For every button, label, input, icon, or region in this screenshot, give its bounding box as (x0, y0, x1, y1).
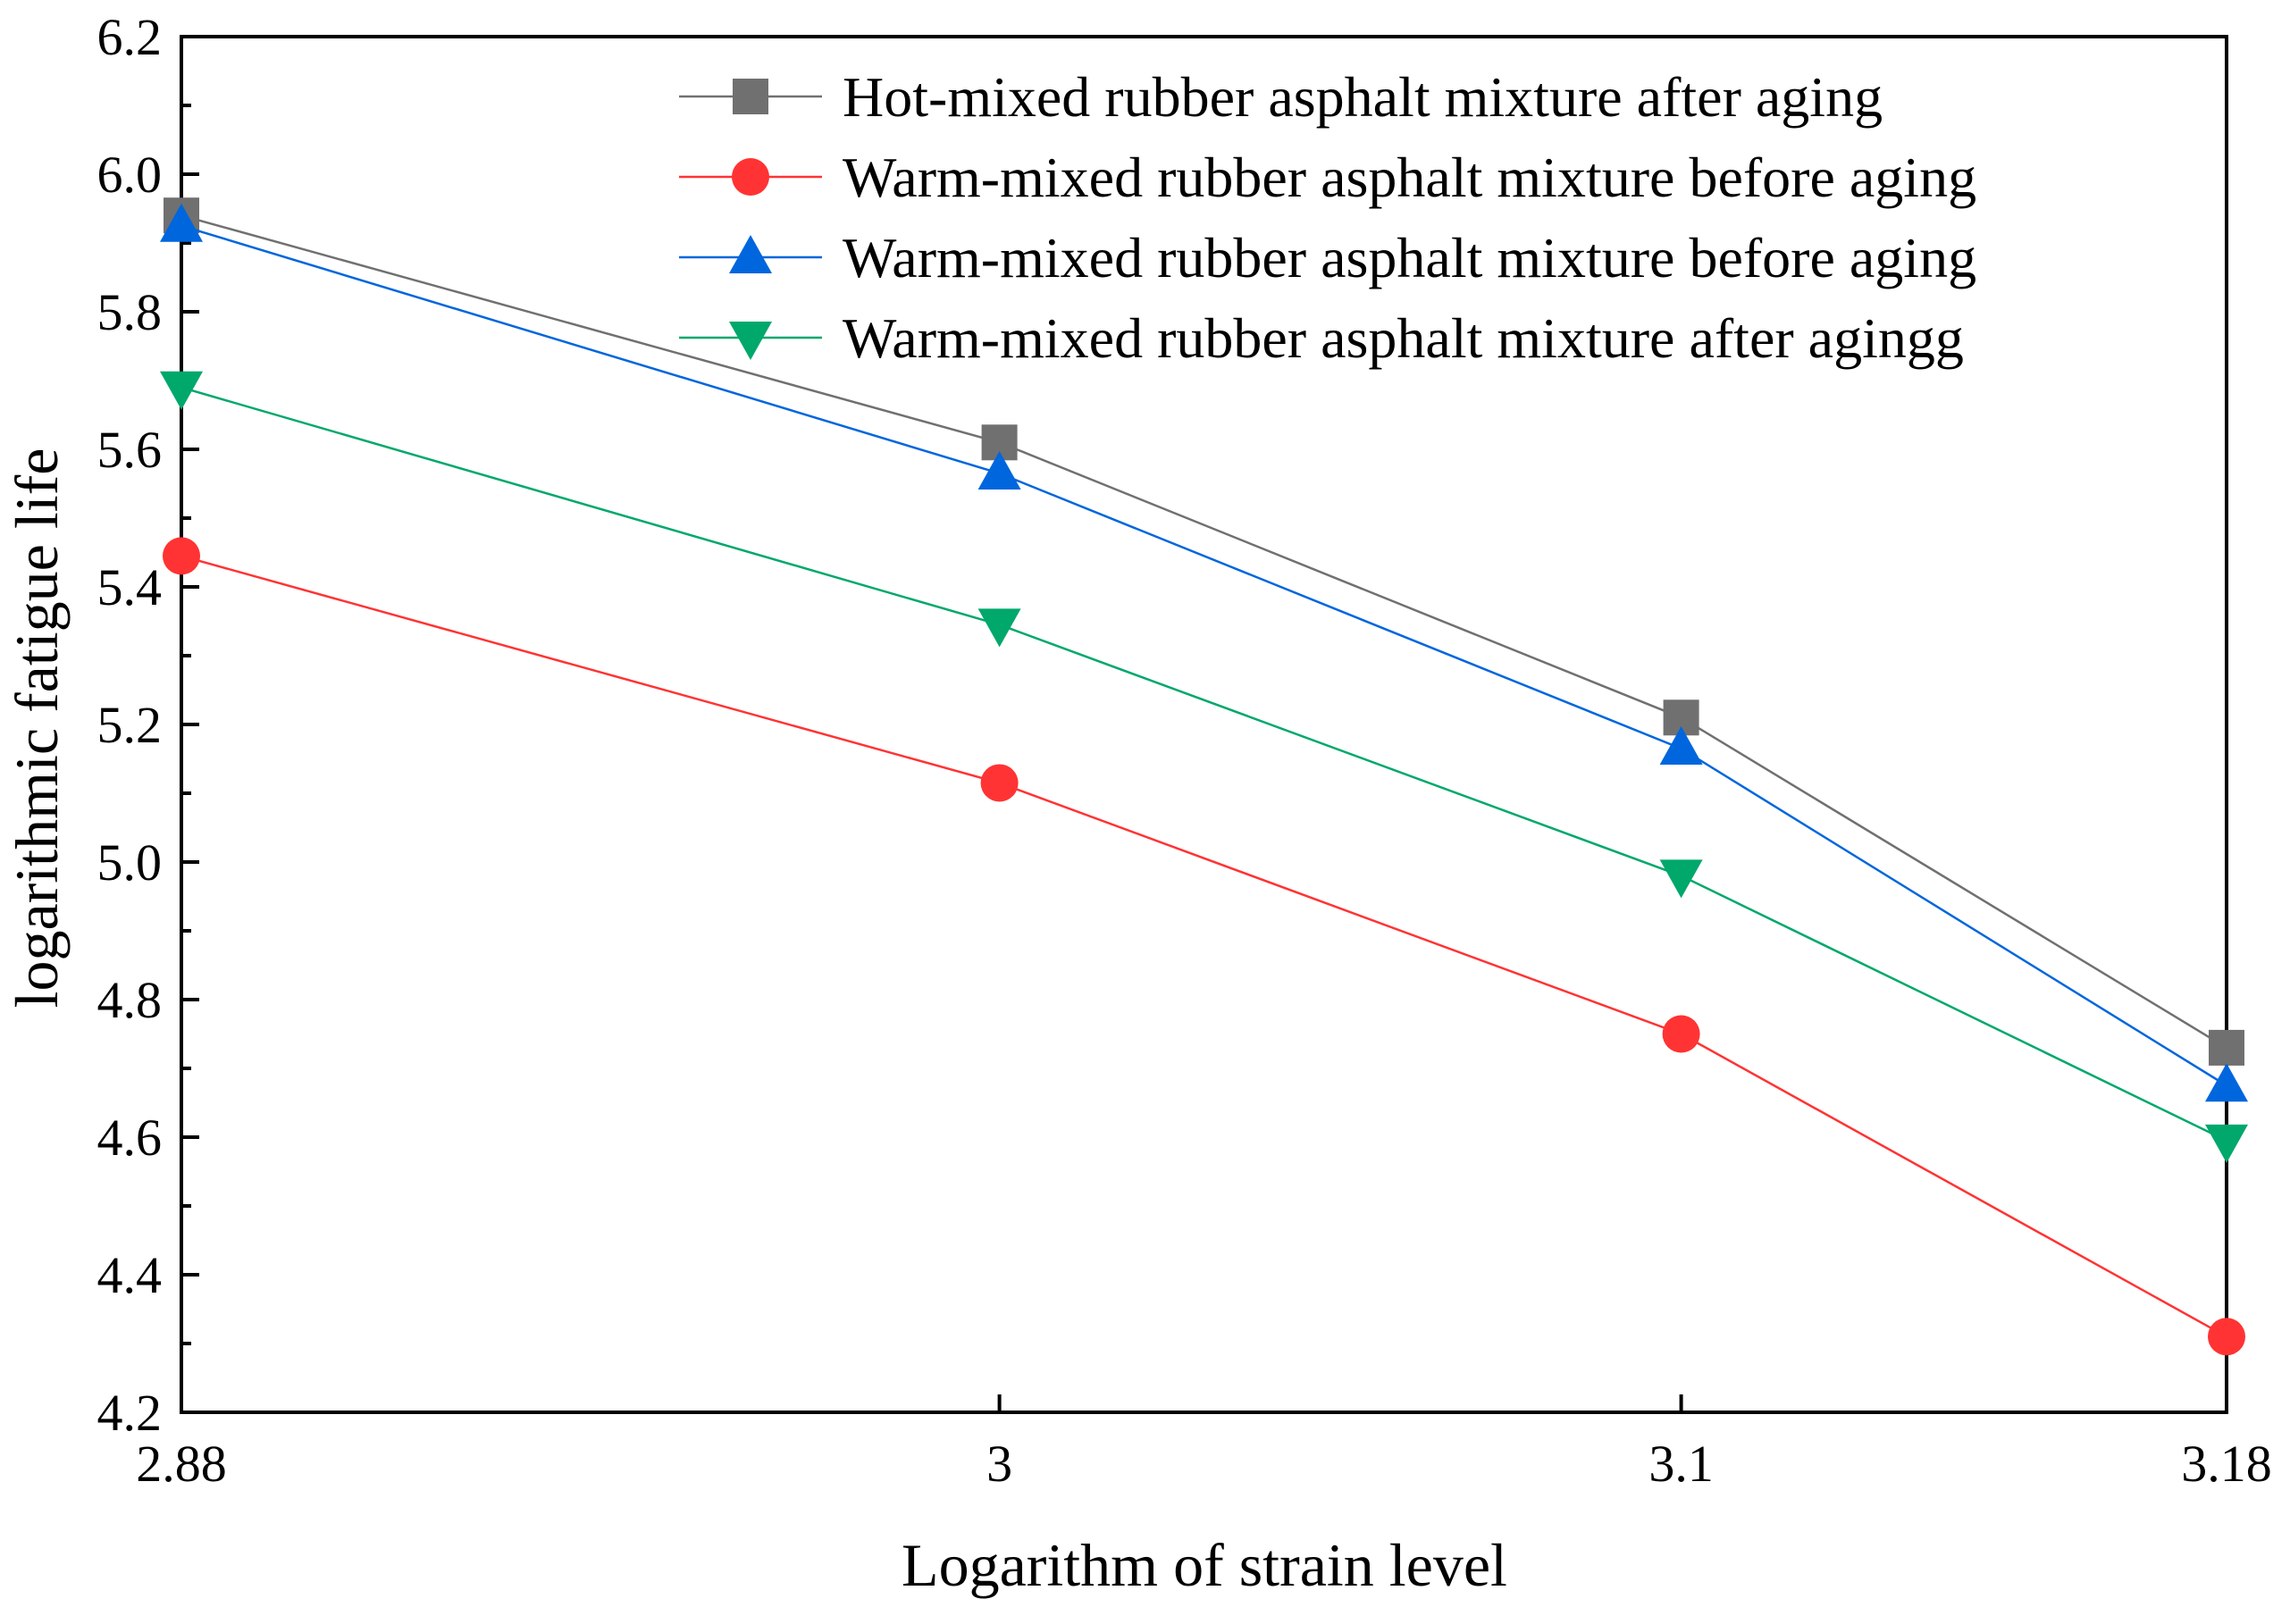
series-line (180, 386, 2227, 1142)
series-3 (160, 203, 2248, 1102)
legend-marker (729, 235, 772, 273)
y-tick-label: 5.6 (97, 421, 163, 479)
x-axis-title: Logarithm of strain level (902, 1531, 1507, 1599)
data-point (2205, 1124, 2248, 1163)
x-tick-label: 2.88 (136, 1435, 227, 1493)
data-point (2208, 1318, 2245, 1356)
y-tick-label: 5.0 (97, 833, 163, 892)
legend-marker (729, 322, 772, 360)
legend-label: Warm-mixed rubber asphalt mixture before… (843, 226, 1976, 289)
data-point (980, 764, 1019, 802)
data-point (1662, 1015, 1700, 1053)
legend-entry-4: Warm-mixed rubber asphalt mixture after … (679, 306, 1964, 370)
series-line (180, 213, 2227, 1049)
data-point (1659, 859, 1703, 899)
y-axis-title: logarithmic fatigue life (3, 448, 71, 1009)
legend-marker (732, 158, 769, 196)
data-point (977, 450, 1021, 490)
legend-entry-2: Warm-mixed rubber asphalt mixture before… (679, 146, 1976, 209)
x-tick-label: 3 (986, 1435, 1012, 1493)
data-point (977, 608, 1021, 648)
x-tick-label: 3.1 (1648, 1435, 1714, 1493)
data-point (2205, 1063, 2248, 1102)
series-4 (160, 371, 2248, 1163)
y-tick-label: 6.0 (97, 146, 163, 204)
legend-entry-3: Warm-mixed rubber asphalt mixture before… (679, 226, 1976, 289)
series-line (180, 555, 2227, 1338)
legend-marker (733, 79, 768, 114)
y-tick-label: 4.6 (97, 1109, 163, 1167)
data-point (163, 537, 200, 575)
y-tick-label: 4.8 (97, 971, 163, 1029)
data-point (2209, 1029, 2244, 1066)
y-tick-label: 6.2 (97, 8, 163, 66)
y-tick-label: 4.4 (97, 1246, 163, 1304)
x-tick-label: 3.18 (2181, 1435, 2272, 1493)
data-point (1659, 725, 1703, 765)
data-point (160, 371, 203, 410)
y-tick-label: 5.8 (97, 283, 163, 341)
series-line (180, 224, 2227, 1087)
legend-entry-1: Hot-mixed rubber asphalt mixture after a… (679, 65, 1883, 129)
y-tick-label: 5.2 (97, 696, 163, 754)
data-point (160, 203, 203, 242)
y-tick-label: 4.2 (97, 1384, 163, 1442)
legend-label: Warm-mixed rubber asphalt mixture before… (843, 146, 1976, 209)
y-tick-label: 5.4 (97, 558, 163, 616)
legend-label: Warm-mixed rubber asphalt mixture after … (843, 306, 1964, 370)
series-2 (163, 537, 2245, 1356)
legend-label: Hot-mixed rubber asphalt mixture after a… (843, 65, 1883, 129)
